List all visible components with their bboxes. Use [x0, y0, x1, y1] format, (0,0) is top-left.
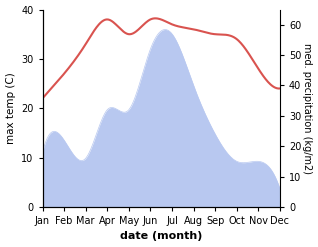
Y-axis label: max temp (C): max temp (C) [5, 72, 16, 144]
X-axis label: date (month): date (month) [120, 231, 203, 242]
Y-axis label: med. precipitation (kg/m2): med. precipitation (kg/m2) [302, 43, 313, 174]
